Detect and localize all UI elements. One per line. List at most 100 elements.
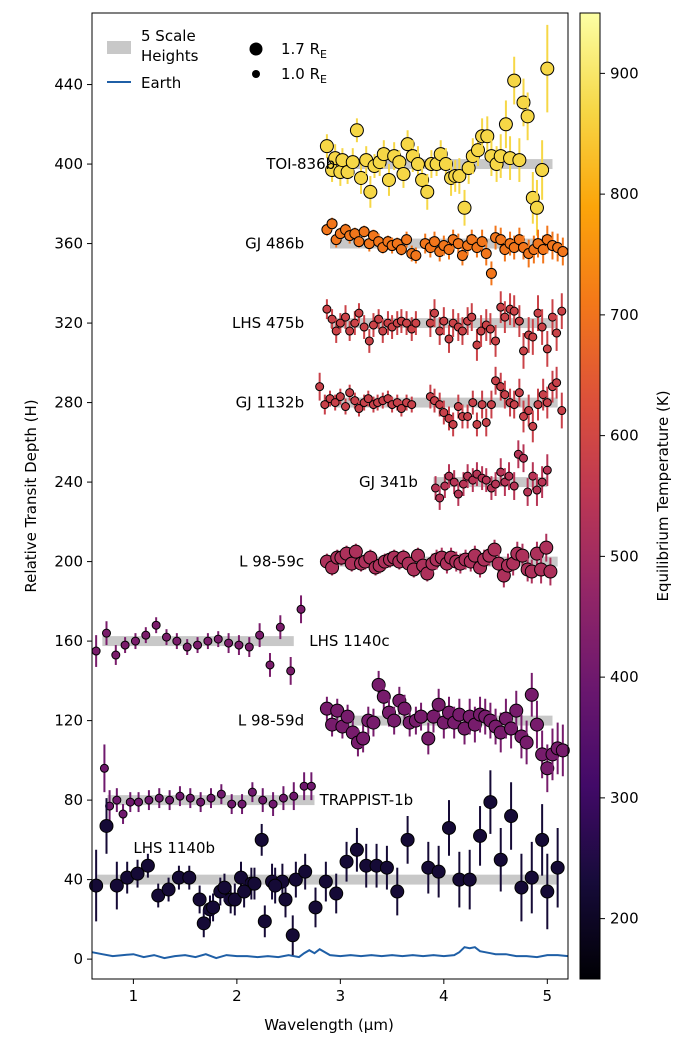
data-point — [542, 465, 552, 475]
y-tick-label: 0 — [73, 950, 83, 968]
data-point — [395, 244, 407, 256]
data-point — [396, 404, 406, 414]
data-point — [500, 312, 510, 322]
band-4 — [433, 477, 548, 488]
data-point — [268, 799, 278, 809]
data-point — [457, 326, 467, 336]
data-point — [481, 417, 491, 427]
data-point — [509, 400, 519, 410]
planet-label: LHS 1140c — [309, 632, 389, 650]
data-point — [335, 318, 345, 328]
data-point — [535, 163, 550, 178]
data-point — [476, 326, 486, 336]
data-point — [397, 701, 412, 716]
data-point — [439, 316, 449, 326]
data-point — [118, 809, 128, 819]
data-point — [364, 336, 374, 346]
data-point — [519, 346, 529, 356]
data-point — [557, 246, 569, 258]
data-point — [414, 709, 429, 724]
data-point — [340, 709, 355, 724]
y-tick-label: 240 — [54, 473, 83, 491]
data-point — [275, 622, 285, 632]
data-point — [286, 666, 296, 676]
data-point — [341, 312, 351, 322]
data-point — [120, 640, 130, 650]
data-point — [528, 421, 538, 431]
data-point — [354, 308, 364, 318]
data-point — [130, 866, 145, 881]
data-point — [473, 828, 488, 843]
data-point — [151, 888, 166, 903]
data-point — [467, 312, 477, 322]
data-point — [504, 471, 514, 481]
data-point — [496, 382, 506, 392]
data-point — [345, 155, 360, 170]
data-point — [182, 642, 192, 652]
data-point — [453, 402, 463, 412]
data-point — [354, 404, 364, 414]
data-point — [285, 928, 300, 943]
data-point — [255, 630, 265, 640]
data-point — [524, 870, 539, 885]
data-point — [175, 791, 185, 801]
colorbar-tick-label: 900 — [610, 64, 639, 82]
data-point — [289, 791, 299, 801]
legend-band-swatch — [107, 41, 131, 54]
data-point — [439, 408, 449, 418]
data-point — [477, 400, 487, 410]
data-point — [491, 336, 501, 346]
data-point — [224, 638, 234, 648]
x-axis-label: Wavelength (µm) — [264, 1016, 394, 1034]
data-point — [542, 344, 552, 354]
series-9 — [89, 770, 565, 956]
data-point — [162, 632, 172, 642]
colorbar-tick-label: 200 — [610, 910, 639, 928]
data-point — [504, 809, 519, 824]
series-5 — [319, 533, 558, 588]
data-point — [509, 306, 519, 316]
data-point — [134, 797, 144, 807]
data-point — [125, 797, 135, 807]
x-tick-label: 3 — [336, 987, 346, 1005]
band-3 — [335, 397, 558, 408]
data-point — [254, 832, 269, 847]
data-point — [161, 882, 176, 897]
data-point — [247, 876, 262, 891]
x-tick-label: 2 — [232, 987, 242, 1005]
data-point — [540, 761, 555, 776]
series-4 — [431, 440, 552, 510]
data-point — [472, 340, 482, 350]
data-point — [539, 540, 554, 555]
data-point — [130, 636, 140, 646]
data-point — [472, 419, 482, 429]
colorbar-label: Equilibrium Temperature (K) — [654, 390, 672, 601]
colorbar-tick-label: 600 — [610, 427, 639, 445]
y-tick-label: 160 — [54, 632, 83, 650]
data-point — [435, 493, 445, 503]
series-8 — [99, 744, 316, 824]
data-point — [329, 886, 344, 901]
legend-size-small-label: 1.0 RE — [281, 65, 327, 86]
data-point — [379, 860, 394, 875]
planet-labels: TOI-836b GJ 486b LHS 475b GJ 1132b GJ 341b L … — [133, 155, 418, 857]
data-point — [542, 398, 552, 408]
data-point — [481, 475, 491, 485]
data-point — [528, 332, 538, 342]
earth-spectrum — [91, 946, 569, 960]
data-point — [350, 318, 360, 328]
data-point — [496, 467, 506, 477]
data-point — [498, 117, 513, 132]
x-axis: 1 2 3 4 5 — [129, 979, 552, 1005]
colorbar-tick-label: 700 — [610, 306, 639, 324]
data-point — [435, 400, 445, 410]
data-point — [529, 200, 544, 215]
data-point — [537, 477, 547, 487]
planet-label: TOI-836b — [265, 155, 335, 173]
legend-band-label-line1: 5 Scale — [141, 27, 196, 45]
data-point — [99, 763, 109, 773]
data-point — [557, 406, 567, 416]
data-point — [535, 832, 550, 847]
data-point — [278, 793, 288, 803]
data-point — [213, 634, 223, 644]
